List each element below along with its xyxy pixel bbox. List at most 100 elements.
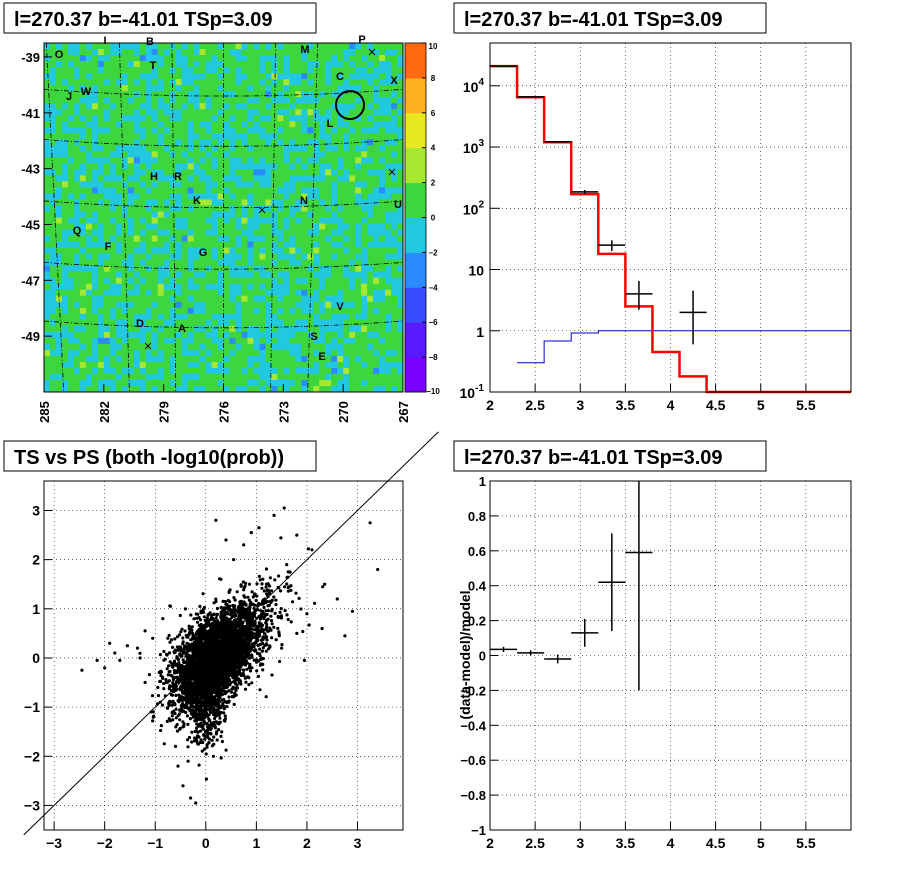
heatmap-cell (193, 109, 200, 116)
heatmap-cell (145, 385, 152, 393)
heatmap-cell (271, 217, 278, 224)
heatmap-cell (265, 379, 272, 387)
heatmap-cell (49, 277, 57, 284)
heatmap-cell (145, 85, 152, 92)
heatmap-cell (44, 379, 51, 387)
heatmap-cell (205, 205, 212, 212)
heatmap-cell (157, 241, 164, 248)
heatmap-cell (283, 385, 290, 393)
heatmap-cell (127, 67, 135, 74)
heatmap-cell (187, 271, 194, 278)
heatmap-cell (145, 109, 152, 116)
heatmap-cell (283, 265, 290, 272)
heatmap-cell (79, 355, 87, 363)
heatmap-cell (313, 151, 320, 158)
heatmap-cell (55, 169, 63, 176)
heatmap-cell (253, 373, 260, 381)
heatmap-cell (127, 175, 135, 182)
heatmap-cell (151, 115, 158, 122)
heatmap-cell (211, 211, 218, 218)
heatmap-cell (175, 295, 182, 303)
heatmap-cell (169, 253, 176, 260)
heatmap-cell (391, 295, 398, 303)
heatmap-cell (175, 109, 182, 116)
heatmap-cell (44, 367, 51, 375)
heatmap-cell (241, 121, 248, 128)
source-label: E (318, 351, 325, 363)
heatmap-cell (241, 289, 248, 297)
heatmap-cell (331, 343, 338, 351)
heatmap-cell (247, 85, 254, 92)
heatmap-cell (211, 235, 218, 242)
heatmap-cell (181, 253, 188, 260)
heatmap-cell (307, 139, 314, 146)
heatmap-cell (391, 247, 398, 254)
heatmap-cell (133, 199, 141, 206)
heatmap-cell (373, 55, 380, 62)
heatmap-cell (241, 43, 248, 50)
heatmap-cell (241, 199, 248, 206)
heatmap-cell (181, 67, 188, 74)
heatmap-cell (223, 55, 230, 62)
heatmap-cell (169, 187, 176, 194)
heatmap-cell (259, 241, 266, 248)
heatmap-cell (91, 361, 99, 369)
heatmap-cell (61, 193, 69, 200)
heatmap-cell (223, 217, 230, 224)
heatmap-cell (253, 283, 260, 291)
heatmap-cell (367, 211, 374, 218)
heatmap-cell (79, 187, 87, 194)
heatmap-cell (139, 301, 147, 309)
heatmap-cell (361, 115, 368, 122)
heatmap-cell (211, 109, 218, 116)
heatmap-cell (337, 121, 344, 128)
heatmap-cell (361, 175, 368, 182)
heatmap-cell (325, 223, 332, 230)
heatmap-cell (223, 121, 230, 128)
heatmap-cell (109, 367, 117, 375)
heatmap-cell (55, 361, 63, 369)
heatmap-cell (373, 97, 380, 104)
heatmap-cell (73, 349, 81, 357)
heatmap-cell (73, 373, 81, 381)
heatmap-cell (193, 43, 200, 50)
heatmap-cell (133, 193, 141, 200)
heatmap-cell (97, 223, 105, 230)
heatmap-cell (253, 301, 260, 309)
heatmap-cell (169, 283, 176, 291)
heatmap-cell (133, 223, 141, 230)
heatmap-cell (361, 187, 368, 194)
heatmap-cell (313, 313, 320, 321)
heatmap-cell (109, 91, 117, 98)
heatmap-cell (79, 169, 87, 176)
heatmap-cell (355, 313, 362, 321)
scatter-point (229, 680, 233, 685)
heatmap-cell (295, 79, 302, 86)
heatmap-cell (295, 277, 302, 284)
heatmap-cell (55, 97, 63, 104)
heatmap-cell (44, 199, 51, 206)
heatmap-cell (181, 145, 188, 152)
heatmap-cell (199, 343, 206, 351)
heatmap-cell (367, 253, 374, 260)
heatmap-cell (157, 367, 164, 375)
heatmap-cell (187, 385, 194, 393)
heatmap-cell (373, 241, 380, 248)
heatmap-cell (61, 235, 69, 242)
heatmap-cell (151, 253, 158, 260)
heatmap-cell (91, 211, 99, 218)
heatmap-cell (151, 193, 158, 200)
heatmap-cell (211, 79, 218, 86)
heatmap-cell (253, 211, 260, 218)
heatmap-cell (241, 115, 248, 122)
heatmap-cell (55, 109, 63, 116)
heatmap-cell (265, 55, 272, 62)
spectrum-panel: l=270.37 b=-41.01 TSp=3.09 2 2.5 3 3.5 4 4.5 5… (453, 2, 852, 413)
heatmap-cell (331, 55, 338, 62)
heatmap-cell (163, 385, 170, 393)
heatmap-cell (241, 337, 248, 345)
heatmap-cell (97, 163, 105, 170)
heatmap-cell (325, 157, 332, 164)
heatmap-cell (385, 127, 392, 134)
heatmap-cell (91, 229, 99, 236)
